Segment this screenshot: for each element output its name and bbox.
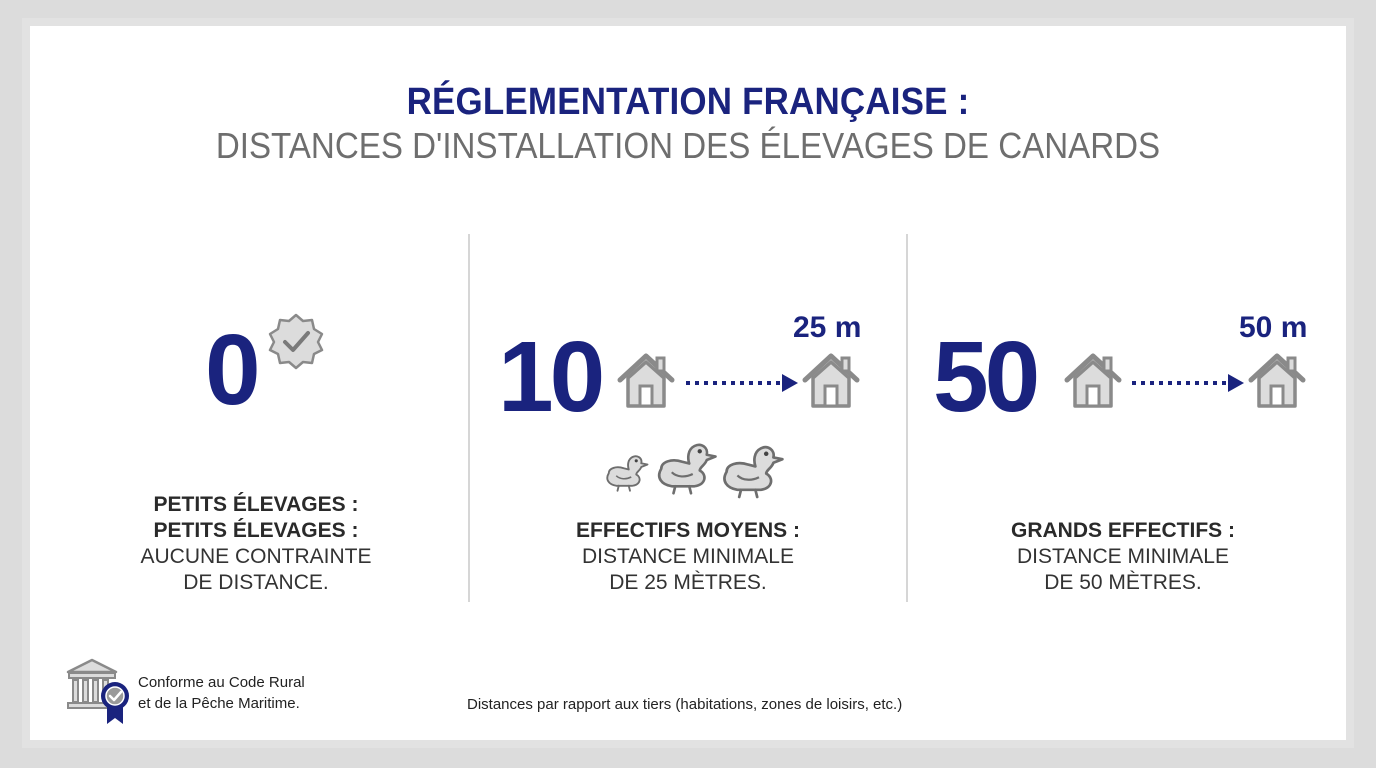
compliance-line: Conforme au Code Rural — [138, 674, 305, 691]
check-badge-icon — [268, 313, 324, 370]
heading-line: PETITS ÉLEVAGES : — [153, 519, 359, 542]
award-ribbon-icon — [101, 682, 129, 724]
compliance-line: et de la Pêche Maritime. — [138, 695, 300, 712]
big-number: 10 — [498, 321, 605, 433]
column-divider — [468, 234, 470, 602]
dotted-arrow-icon — [1132, 374, 1244, 392]
distance-label: 25 m — [793, 311, 862, 344]
compliance-note: Conforme au Code Rural et de la Pêche Ma… — [138, 672, 305, 714]
heading-line: EFFECTIFS MOYENS : — [575, 519, 800, 542]
text-line: DE 50 MÈTRES. — [1044, 571, 1202, 594]
house-icon — [1244, 348, 1310, 412]
house-icon — [613, 348, 679, 412]
text-line: AUCUNE CONTRAINTE — [140, 545, 372, 568]
column-text: PETITS ÉLEVAGES : PETITS ÉLEVAGES : AUCU… — [96, 492, 416, 596]
text-line: DISTANCE MINIMALE — [582, 545, 794, 568]
heading-line: PETITS ÉLEVAGES : — [153, 493, 359, 516]
duck-icon — [714, 440, 786, 500]
text-line: DE DISTANCE. — [183, 571, 329, 594]
duck-icon — [600, 444, 650, 500]
big-number: 0 — [205, 314, 261, 426]
heading-line: GRANDS EFFECTIFS : — [1011, 519, 1235, 542]
footnote: Distances par rapport aux tiers (habitat… — [467, 696, 903, 713]
dotted-arrow-icon — [686, 374, 798, 392]
column-text: EFFECTIFS MOYENS : DISTANCE MINIMALE DE … — [528, 518, 848, 596]
house-icon — [1060, 348, 1126, 412]
duck-icon — [649, 428, 719, 506]
house-icon — [798, 348, 864, 412]
column-divider — [906, 234, 908, 602]
title-main: RÉGLEMENTATION FRANÇAISE : — [406, 81, 970, 123]
text-line: DE 25 MÈTRES. — [609, 571, 767, 594]
text-line: DISTANCE MINIMALE — [1017, 545, 1229, 568]
title-subtitle: DISTANCES D'INSTALLATION DES ÉLEVAGES DE… — [215, 125, 1161, 166]
title-block: RÉGLEMENTATION FRANÇAISE : DISTANCES D'I… — [0, 80, 1376, 168]
distance-label: 50 m — [1239, 311, 1308, 344]
column-text: GRANDS EFFECTIFS : DISTANCE MINIMALE DE … — [963, 518, 1283, 596]
big-number: 50 — [933, 321, 1040, 433]
